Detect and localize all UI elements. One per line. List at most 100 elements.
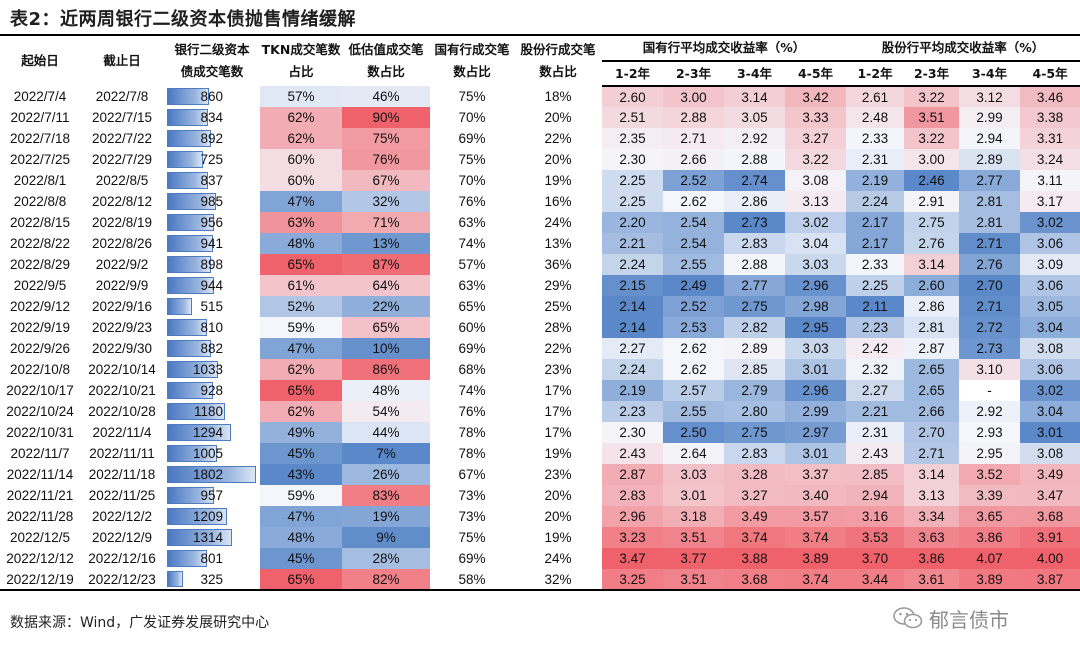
cell-state: 60% [458,320,486,335]
cell-low: 65% [342,317,430,338]
cell-joint-yield: 2.87 [904,338,960,359]
cell-end: 2022/8/12 [91,194,153,209]
cell-joint-yield: 3.06 [1020,359,1080,380]
cell-joint-yield: 2.89 [959,149,1021,170]
cell-low: 67% [342,170,430,191]
cell-end: 2022/10/28 [88,404,156,419]
cell-start: 2022/8/8 [13,194,67,209]
cell-end: 2022/12/16 [88,551,156,566]
cell-joint-yield: 3.16 [846,506,905,527]
cell-low: 44% [342,422,430,443]
cell-joint: 20% [544,110,572,125]
count-databar [167,466,256,483]
table-row: 2022/10/31 2022/11/4 1294 49% 44% 78% 17% 2.30 2… [0,422,1080,443]
cell-state-yield: 3.88 [724,548,785,569]
cell-low: 71% [342,212,430,233]
cell-state-yield: 2.20 [602,212,663,233]
cell-state-yield: 2.60 [602,86,663,107]
count-databar [167,340,211,357]
cell-tkn: 59% [260,317,342,338]
cell-joint-yield: 2.76 [959,254,1021,275]
header-state-tenor: 3-4年 [724,61,785,87]
cell-low: 46% [342,86,430,107]
table-row: 2022/9/5 2022/9/9 944 61% 64% 63% 29% 2.15 2.49 2… [0,275,1080,296]
cell-state-yield: 3.03 [663,464,724,485]
cell-joint: 20% [544,152,572,167]
cell-joint-yield: 2.17 [846,233,905,254]
table-row: 2022/10/17 2022/10/21 928 65% 48% 74% 17% 2.19 2… [0,380,1080,401]
cell-joint-yield: 3.08 [1020,443,1080,464]
cell-state-yield: 3.02 [785,212,847,233]
cell-end: 2022/9/23 [91,320,153,335]
cell-tkn: 59% [260,485,342,506]
cell-joint-yield: 2.99 [959,107,1021,128]
cell-joint: 16% [544,194,572,209]
cell-count: 801 [164,548,260,569]
count-databar [167,319,207,336]
cell-state-yield: 3.03 [785,254,847,275]
count-value: 1209 [192,509,223,524]
cell-low: 19% [342,506,430,527]
cell-state-yield: 2.30 [602,422,663,443]
header-low: 低估值成交笔数占比 [348,42,424,79]
table-row: 2022/11/21 2022/11/25 957 59% 83% 73% 20% 2.83 3… [0,485,1080,506]
header-joint-tenor: 1-2年 [846,61,905,87]
cell-state-yield: 2.55 [663,401,724,422]
cell-state-yield: 2.35 [602,128,663,149]
cell-count: 1314 [164,527,260,548]
table-row: 2022/9/12 2022/9/16 515 52% 22% 65% 25% 2.14 2.5… [0,296,1080,317]
cell-joint: 13% [544,236,572,251]
cell-state: 73% [458,488,486,503]
cell-count: 1005 [164,443,260,464]
cell-state: 78% [458,446,486,461]
cell-start: 2022/8/1 [13,173,67,188]
cell-state: 63% [458,215,486,230]
cell-low: 54% [342,401,430,422]
cell-joint-yield: 2.19 [846,170,905,191]
cell-joint-yield: 2.31 [846,422,905,443]
table-row: 2022/8/29 2022/9/2 898 65% 87% 57% 36% 2.24 2.55… [0,254,1080,275]
table-row: 2022/12/19 2022/12/23 325 65% 82% 58% 32% 3.25 3… [0,569,1080,591]
table-row: 2022/7/11 2022/7/15 834 62% 90% 70% 20% 2.51 2.8… [0,107,1080,128]
cell-joint-yield: 3.63 [904,527,960,548]
cell-count: 1033 [164,359,260,380]
table-row: 2022/10/24 2022/10/28 1180 62% 54% 76% 17% 2.23… [0,401,1080,422]
cell-end: 2022/9/30 [91,341,153,356]
count-databar [167,172,208,189]
cell-state-yield: 2.66 [663,149,724,170]
cell-joint-yield: 2.71 [959,296,1021,317]
cell-tkn: 63% [260,212,342,233]
cell-count: 957 [164,485,260,506]
cell-joint-yield: 3.70 [846,548,905,569]
cell-joint-yield: 2.94 [846,485,905,506]
cell-low: 48% [342,380,430,401]
cell-low: 75% [342,128,430,149]
watermark: 郁言债市 [893,604,1009,632]
cell-low: 90% [342,107,430,128]
cell-end: 2022/11/11 [89,446,155,461]
cell-state-yield: 2.62 [663,191,724,212]
cell-state-yield: 2.54 [663,233,724,254]
cell-end: 2022/8/26 [91,236,153,251]
cell-count: 941 [164,233,260,254]
table-body: 2022/7/4 2022/7/8 860 57% 46% 75% 18% 2.60 3.00 3… [0,86,1080,591]
cell-count: 1180 [164,401,260,422]
cell-count: 956 [164,212,260,233]
cell-joint-yield: 2.42 [846,338,905,359]
cell-joint-yield: 3.53 [846,527,905,548]
cell-joint-yield: 3.06 [1020,233,1080,254]
cell-state-yield: 3.40 [785,485,847,506]
cell-joint-yield: 3.02 [1020,380,1080,401]
cell-joint-yield: 2.17 [846,212,905,233]
cell-state-yield: 2.30 [602,149,663,170]
cell-end: 2022/7/8 [95,89,149,104]
cell-end: 2022/9/2 [95,257,149,272]
count-value: 892 [200,131,223,146]
count-value: 1314 [192,530,223,545]
cell-state-yield: 3.27 [785,128,847,149]
cell-joint-yield: 3.17 [1020,191,1080,212]
table-row: 2022/8/8 2022/8/12 985 47% 32% 76% 16% 2.25 2.62… [0,191,1080,212]
cell-joint: 17% [544,425,572,440]
cell-joint: 22% [544,131,572,146]
cell-tkn: 45% [260,548,342,569]
